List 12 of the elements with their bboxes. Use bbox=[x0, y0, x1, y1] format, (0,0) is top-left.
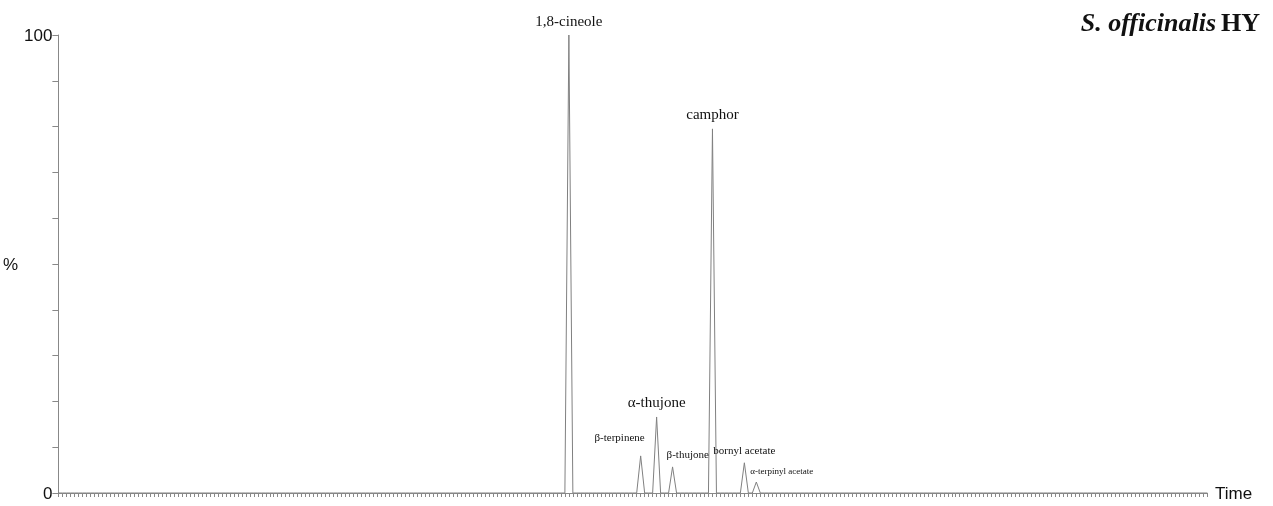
annotation: β-terpinene bbox=[594, 431, 645, 444]
annotation: β-thujone bbox=[666, 448, 709, 461]
annotation: α-terpinyl acetate bbox=[750, 465, 814, 476]
annotation: α-thujone bbox=[627, 394, 686, 411]
annotation: camphor bbox=[686, 106, 739, 123]
x-axis-title: Time bbox=[1215, 483, 1253, 503]
y-tick-label: 100 bbox=[24, 25, 53, 45]
y-tick-label: 0 bbox=[42, 483, 53, 503]
annotation: bornyl acetate bbox=[713, 444, 776, 457]
chart-title: S. officinalis HY bbox=[1080, 7, 1261, 37]
text: 1,8-cineole bbox=[535, 12, 603, 29]
y-axis-title: % bbox=[2, 254, 19, 274]
